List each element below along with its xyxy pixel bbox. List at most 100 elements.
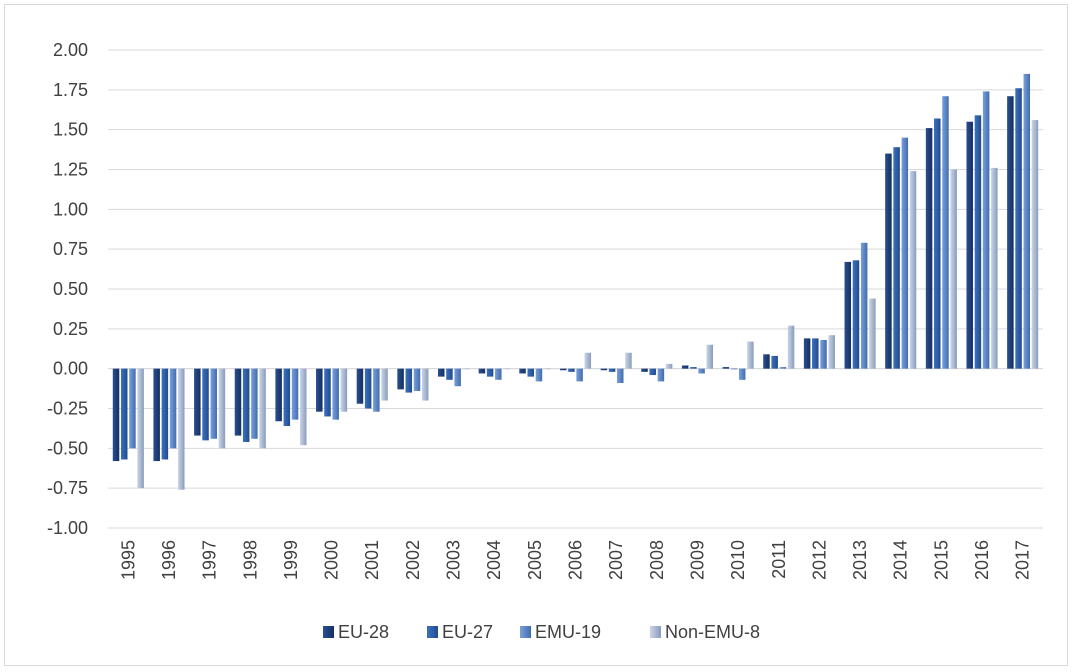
x-tick-label: 2002: [403, 540, 423, 580]
x-tick-label: 2017: [1013, 540, 1033, 580]
bar-emu-19-2006: [576, 368, 583, 382]
bar-non-emu-8-2016: [991, 167, 998, 369]
bar-eu-27-2017: [1015, 88, 1022, 369]
bar-eu-28-1996: [153, 368, 160, 462]
bar-emu-19-2000: [332, 368, 339, 420]
x-tick-label: 2008: [647, 540, 667, 580]
bar-non-emu-8-1999: [299, 368, 307, 446]
bar-eu-27-2015: [934, 118, 941, 369]
bar-non-emu-8-2013: [869, 298, 876, 369]
bar-non-emu-8-2009: [706, 344, 714, 369]
legend-label: EU-28: [338, 622, 389, 642]
y-tick-label: -1.00: [47, 518, 88, 538]
bar-non-emu-8-2003: [462, 368, 470, 370]
bar-eu-27-2004: [486, 368, 494, 377]
bar-eu-28-2016: [966, 121, 973, 369]
bar-non-emu-8-2002: [421, 368, 429, 401]
legend-swatch-eu-28: [323, 626, 334, 638]
bar-non-emu-8-2010: [747, 341, 754, 369]
x-tick-label: 2013: [850, 540, 870, 580]
legend-swatch-emu-19: [520, 626, 531, 638]
bar-eu-27-2006: [568, 368, 575, 372]
bar-non-emu-8-2007: [625, 352, 632, 369]
y-tick-label: 1.25: [53, 160, 88, 180]
bar-eu-28-2006: [559, 368, 567, 371]
bar-emu-19-1995: [129, 368, 136, 449]
bar-eu-28-1999: [275, 368, 282, 422]
bar-eu-28-2000: [316, 368, 323, 412]
bar-eu-27-2009: [690, 367, 697, 369]
bar-eu-27-1997: [202, 368, 209, 441]
bar-eu-28-1998: [234, 368, 242, 436]
bar-emu-19-2007: [617, 368, 624, 384]
x-tick-label: 2007: [606, 540, 626, 580]
bar-eu-28-2008: [641, 368, 648, 372]
bar-emu-19-1998: [251, 368, 258, 439]
bar-eu-28-2011: [763, 354, 770, 369]
y-tick-label: -0.50: [47, 438, 88, 458]
x-tick-label: 2012: [809, 540, 829, 580]
bar-emu-19-2009: [698, 368, 705, 374]
x-tick-label: 2009: [687, 540, 707, 580]
x-axis-tick-labels: 1995 1996 1997 1998 1999 2000 2001 2002 2003 2004…: [118, 540, 1032, 580]
bar-eu-27-2007: [608, 368, 616, 372]
bar-eu-28-2015: [925, 128, 933, 369]
bar-eu-27-2000: [324, 368, 331, 417]
x-tick-label: 1997: [200, 540, 220, 580]
x-tick-label: 2010: [728, 540, 748, 580]
y-axis-tick-labels: 2.00 1.75 1.50 1.25 1.00 0.75 0.50 0.25 0.00 -0.2…: [47, 40, 88, 538]
bar-non-emu-8-2017: [1031, 120, 1039, 369]
bar-eu-27-2002: [405, 368, 413, 393]
y-tick-label: 2.00: [53, 40, 88, 60]
bar-eu-27-2016: [974, 115, 982, 369]
bar-eu-28-2012: [803, 338, 811, 369]
y-tick-label: 0.75: [53, 239, 88, 259]
bars: [112, 73, 1039, 490]
y-tick-label: 0.25: [53, 319, 88, 339]
x-tick-label: 2014: [891, 540, 911, 580]
y-tick-label: -0.75: [47, 478, 88, 498]
bar-eu-28-2004: [478, 368, 486, 374]
bar-non-emu-8-2006: [584, 352, 592, 369]
bar-emu-19-2005: [535, 368, 543, 382]
bar-eu-28-2013: [844, 261, 852, 369]
bar-eu-27-1999: [283, 368, 291, 427]
bar-emu-19-1997: [210, 368, 217, 439]
legend-label: EU-27: [442, 622, 493, 642]
bar-eu-28-2005: [519, 368, 526, 374]
bar-eu-27-1998: [242, 368, 250, 442]
x-tick-label: 2004: [484, 540, 504, 580]
bar-eu-27-1996: [161, 368, 169, 460]
bar-emu-19-1996: [169, 368, 177, 449]
y-tick-label: 1.00: [53, 199, 88, 219]
bar-eu-27-2001: [364, 368, 372, 409]
y-tick-label: 1.75: [53, 80, 88, 100]
bar-non-emu-8-2005: [543, 368, 551, 370]
bar-emu-19-2015: [942, 96, 949, 369]
x-tick-label: 1995: [118, 540, 138, 580]
bar-emu-19-2017: [1023, 73, 1031, 369]
legend-swatch-non-emu-8: [650, 626, 661, 638]
legend: EU-28 EU-27 EMU-19 Non-EMU-8: [323, 622, 760, 642]
bar-eu-28-2001: [356, 368, 364, 404]
bar-non-emu-8-2011: [787, 325, 795, 369]
x-tick-label: 1999: [281, 540, 301, 580]
x-tick-label: 1996: [159, 540, 179, 580]
bar-eu-28-2003: [437, 368, 445, 377]
bar-non-emu-8-2015: [950, 169, 957, 369]
x-tick-label: 2005: [525, 540, 545, 580]
bar-emu-19-2012: [820, 339, 827, 369]
bar-non-emu-8-1997: [218, 368, 226, 449]
bar-eu-28-1995: [112, 368, 120, 462]
bar-eu-27-2003: [446, 368, 453, 380]
bar-eu-27-2014: [893, 147, 900, 369]
y-tick-label: 0.50: [53, 279, 88, 299]
bar-emu-19-2008: [657, 368, 665, 382]
bar-eu-27-2012: [812, 338, 819, 369]
x-tick-label: 2006: [566, 540, 586, 580]
bar-emu-19-2002: [413, 368, 421, 391]
bar-non-emu-8-2012: [828, 335, 835, 369]
y-tick-label: 1.50: [53, 120, 88, 140]
y-tick-label: -0.25: [47, 399, 88, 419]
